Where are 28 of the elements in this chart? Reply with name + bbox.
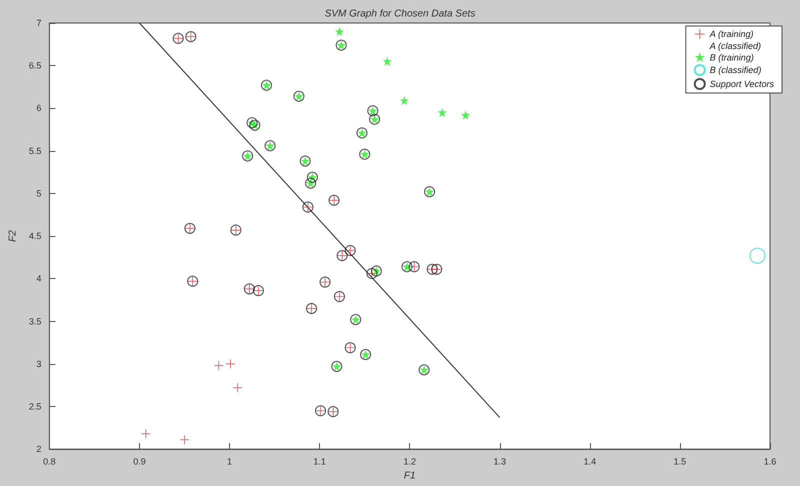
y-tick-label: 3.5 [28, 316, 42, 326]
y-tick-label: 6.5 [28, 60, 42, 71]
y-tick-label: 5.5 [28, 146, 42, 156]
x-axis-title: F1 [404, 470, 416, 482]
x-tick-label: 1.1 [313, 456, 326, 467]
legend-label: B (classified) [710, 65, 762, 75]
chart-title: SVM Graph for Chosen Data Sets [324, 8, 476, 20]
y-axis-title: F2 [8, 230, 18, 242]
x-tick-label: 1.5 [674, 456, 686, 467]
x-tick-label: 1.6 [764, 456, 776, 467]
y-tick-label: 4.5 [28, 231, 42, 242]
legend-label: A (training) [708, 29, 754, 39]
y-tick-label: 6 [36, 103, 42, 114]
y-tick-label: 4 [36, 274, 42, 284]
y-tick-label: 5 [36, 188, 42, 198]
x-tick-label: 1 [227, 456, 232, 467]
x-tick-label: 1.4 [584, 456, 596, 467]
y-tick-label: 7 [36, 18, 42, 28]
legend-label: B (training) [710, 52, 754, 62]
text: A (classified) [708, 41, 761, 51]
y-tick-label: 3 [36, 358, 42, 369]
y-tick-label: 2 [36, 444, 42, 454]
x-tick-label: 1.2 [403, 456, 416, 467]
y-tick-label: 2.5 [28, 401, 42, 412]
x-tick-label: 0.9 [133, 456, 146, 467]
x-tick-label: 0.8 [43, 456, 56, 467]
legend-label: Support Vectors [710, 79, 774, 89]
x-tick-label: 1.3 [494, 456, 506, 467]
